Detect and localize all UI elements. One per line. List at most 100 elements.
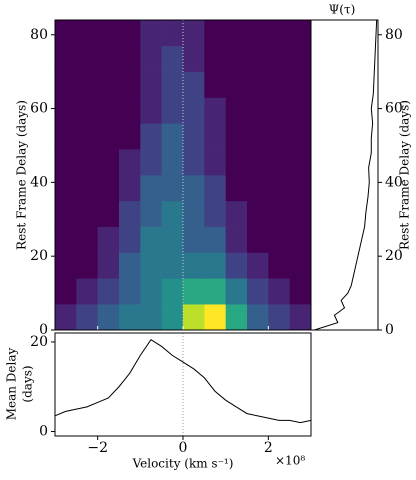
heatmap-cell	[97, 123, 120, 150]
heatmap-cell	[204, 200, 226, 227]
heatmap-cell	[183, 252, 205, 279]
heatmap-cell	[268, 97, 290, 124]
heatmap-cell	[119, 97, 141, 124]
heatmap-cell	[55, 304, 77, 331]
heatmap-cell	[161, 226, 184, 253]
y-tick-label: 0	[385, 322, 394, 338]
heatmap-cell	[97, 45, 120, 72]
heatmap-cell	[161, 20, 184, 47]
heatmap-cell	[183, 97, 205, 124]
x-tick-label: 2	[264, 440, 273, 456]
heatmap-cell	[225, 304, 248, 331]
heatmap-cell	[161, 123, 184, 150]
heatmap-cell	[204, 226, 226, 253]
heatmap-cell	[97, 97, 120, 124]
heatmap-cell	[225, 97, 248, 124]
heatmap-cell	[55, 200, 77, 227]
heatmap-cell	[161, 200, 184, 227]
heatmap-cell	[289, 200, 312, 227]
heatmap-cell	[119, 149, 141, 176]
heatmap-cell	[289, 123, 312, 150]
x-tick-label: 0	[179, 440, 188, 456]
heatmap-cell	[268, 226, 290, 253]
heatmap-cell	[225, 200, 248, 227]
axes-frame	[54, 332, 312, 437]
y-axis-label: Rest Frame Delay (days)	[15, 100, 29, 250]
heatmap-cell	[55, 149, 77, 176]
heatmap-cell	[289, 71, 312, 98]
heatmap-cell	[55, 20, 77, 47]
heatmap-cell	[76, 149, 98, 176]
heatmap-cell	[225, 45, 248, 72]
heatmap-cell	[119, 20, 141, 47]
heatmap-cell	[268, 45, 290, 72]
heatmap-cell	[76, 278, 98, 305]
heatmap-cell	[76, 226, 98, 253]
heatmap-cell	[225, 252, 248, 279]
heatmap-cell	[268, 175, 290, 202]
heatmap-cell	[204, 278, 226, 305]
heatmap-cell	[289, 97, 312, 124]
heatmap-cell	[225, 226, 248, 253]
heatmap-cell	[183, 71, 205, 98]
heatmap-cell	[268, 278, 290, 305]
heatmap-cell	[268, 252, 290, 279]
heatmap-cell	[247, 175, 269, 202]
heatmap-cell	[55, 123, 77, 150]
heatmap-cell	[119, 278, 141, 305]
heatmap-cell	[247, 226, 269, 253]
heatmap-cell	[183, 175, 205, 202]
heatmap-cell	[204, 20, 226, 47]
heatmap-cell	[247, 149, 269, 176]
heatmap-cell	[140, 278, 162, 305]
heatmap-cell	[183, 304, 205, 331]
heatmap-cell	[140, 71, 162, 98]
heatmap-cell	[225, 149, 248, 176]
y-tick-label: 0	[39, 424, 48, 440]
heatmap-cell	[140, 175, 162, 202]
y-axis-label: Mean Delay	[5, 347, 19, 420]
y-tick-label: 0	[39, 322, 48, 338]
heatmap-cell	[204, 252, 226, 279]
heatmap-cell	[183, 226, 205, 253]
heatmap-cell	[289, 149, 312, 176]
heatmap-cell	[140, 97, 162, 124]
x-axis-label: Velocity (km s⁻¹)	[132, 457, 234, 471]
y-tick-label: 60	[385, 101, 403, 117]
heatmap-cell	[161, 97, 184, 124]
heatmap-cell	[289, 45, 312, 72]
heatmap-cell	[76, 97, 98, 124]
heatmap-cell	[55, 226, 77, 253]
heatmap-cell	[161, 304, 184, 331]
heatmap-cell	[289, 20, 312, 47]
heatmap-cell	[97, 149, 120, 176]
heatmap-cell	[119, 200, 141, 227]
heatmap-cell	[247, 71, 269, 98]
heatmap-cell	[97, 175, 120, 202]
heatmap-cell	[76, 45, 98, 72]
heatmap-cell	[119, 45, 141, 72]
heatmap-cell	[225, 20, 248, 47]
heatmap-cell	[76, 252, 98, 279]
heatmap-cell	[268, 200, 290, 227]
y-axis-label: (days)	[21, 365, 35, 402]
heatmap-cell	[97, 278, 120, 305]
heatmap-cell	[140, 20, 162, 47]
y-tick-label: 20	[30, 334, 48, 350]
data-line	[54, 339, 312, 424]
heatmap-cell	[76, 71, 98, 98]
heatmap-cell	[76, 304, 98, 331]
heatmap-cell	[119, 123, 141, 150]
y-tick-label: 20	[385, 248, 403, 264]
heatmap-cell	[204, 175, 226, 202]
heatmap-cell	[55, 278, 77, 305]
heatmap-cell	[289, 252, 312, 279]
x-tick-label: −2	[87, 440, 108, 456]
heatmap-cell	[97, 20, 120, 47]
heatmap-cell	[204, 71, 226, 98]
heatmap-cell	[247, 278, 269, 305]
heatmap-cell	[55, 97, 77, 124]
heatmap-cell	[140, 252, 162, 279]
heatmap-cell	[247, 20, 269, 47]
